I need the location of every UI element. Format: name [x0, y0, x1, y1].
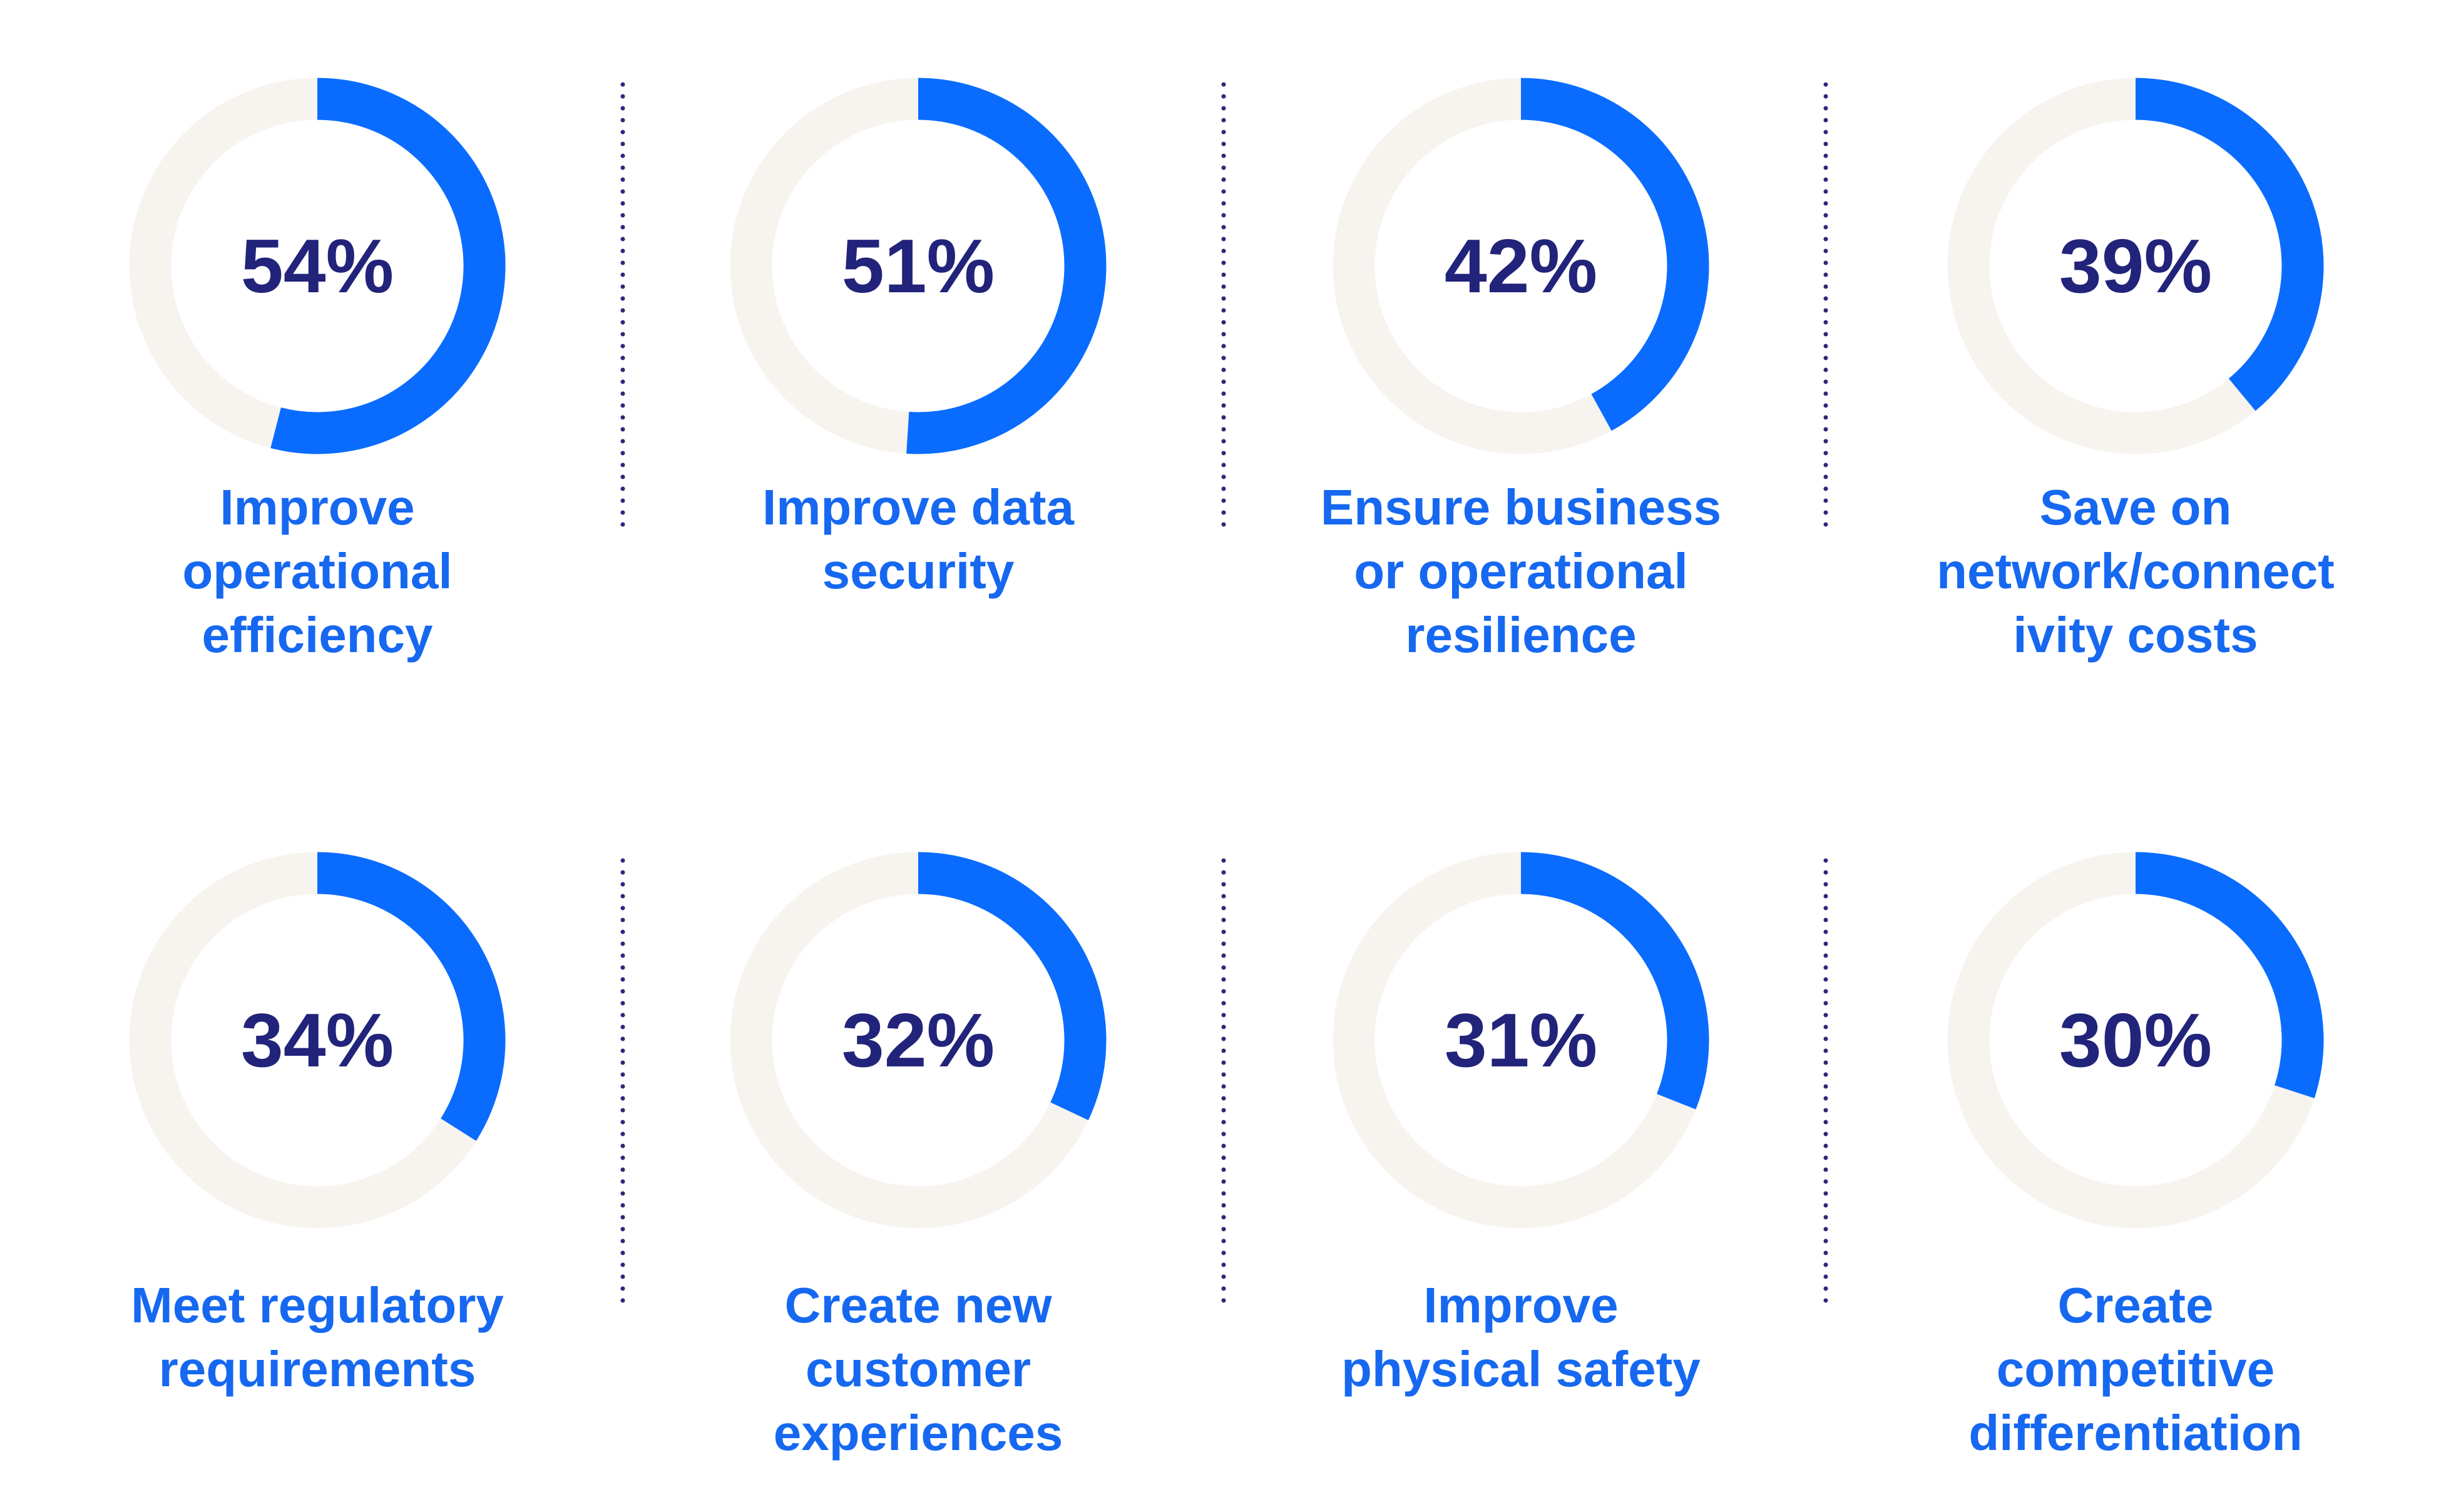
value-label: 31% — [1445, 998, 1597, 1083]
category-label: Improve physical safety — [1341, 1277, 1701, 1397]
donut-arc — [918, 852, 1107, 1120]
donut-arc — [2135, 852, 2324, 1098]
donut-arc — [317, 852, 506, 1141]
category-label: Improve data security — [762, 479, 1074, 599]
category-label: Ensure business or operational resilienc… — [1320, 479, 1722, 663]
donut-arc — [906, 78, 1107, 454]
category-label: Improve operational efficiency — [182, 479, 453, 663]
value-label: 54% — [241, 223, 394, 309]
donut-arc — [1520, 78, 1709, 431]
donut-arc — [1520, 852, 1709, 1110]
category-label: Save on network/connect ivity costs — [1937, 479, 2335, 663]
value-label: 32% — [842, 998, 995, 1083]
category-label: Meet regulatory requirements — [131, 1277, 504, 1397]
value-label: 30% — [2059, 998, 2212, 1083]
donut-arc — [2135, 78, 2324, 411]
donut-arc — [270, 78, 506, 454]
category-label: Create new customer experiences — [773, 1277, 1063, 1461]
category-label: Create competitive differentiation — [1968, 1277, 2303, 1461]
value-label: 34% — [241, 998, 394, 1083]
value-label: 42% — [1445, 223, 1597, 309]
value-label: 39% — [2059, 223, 2212, 309]
value-label: 51% — [842, 223, 995, 309]
